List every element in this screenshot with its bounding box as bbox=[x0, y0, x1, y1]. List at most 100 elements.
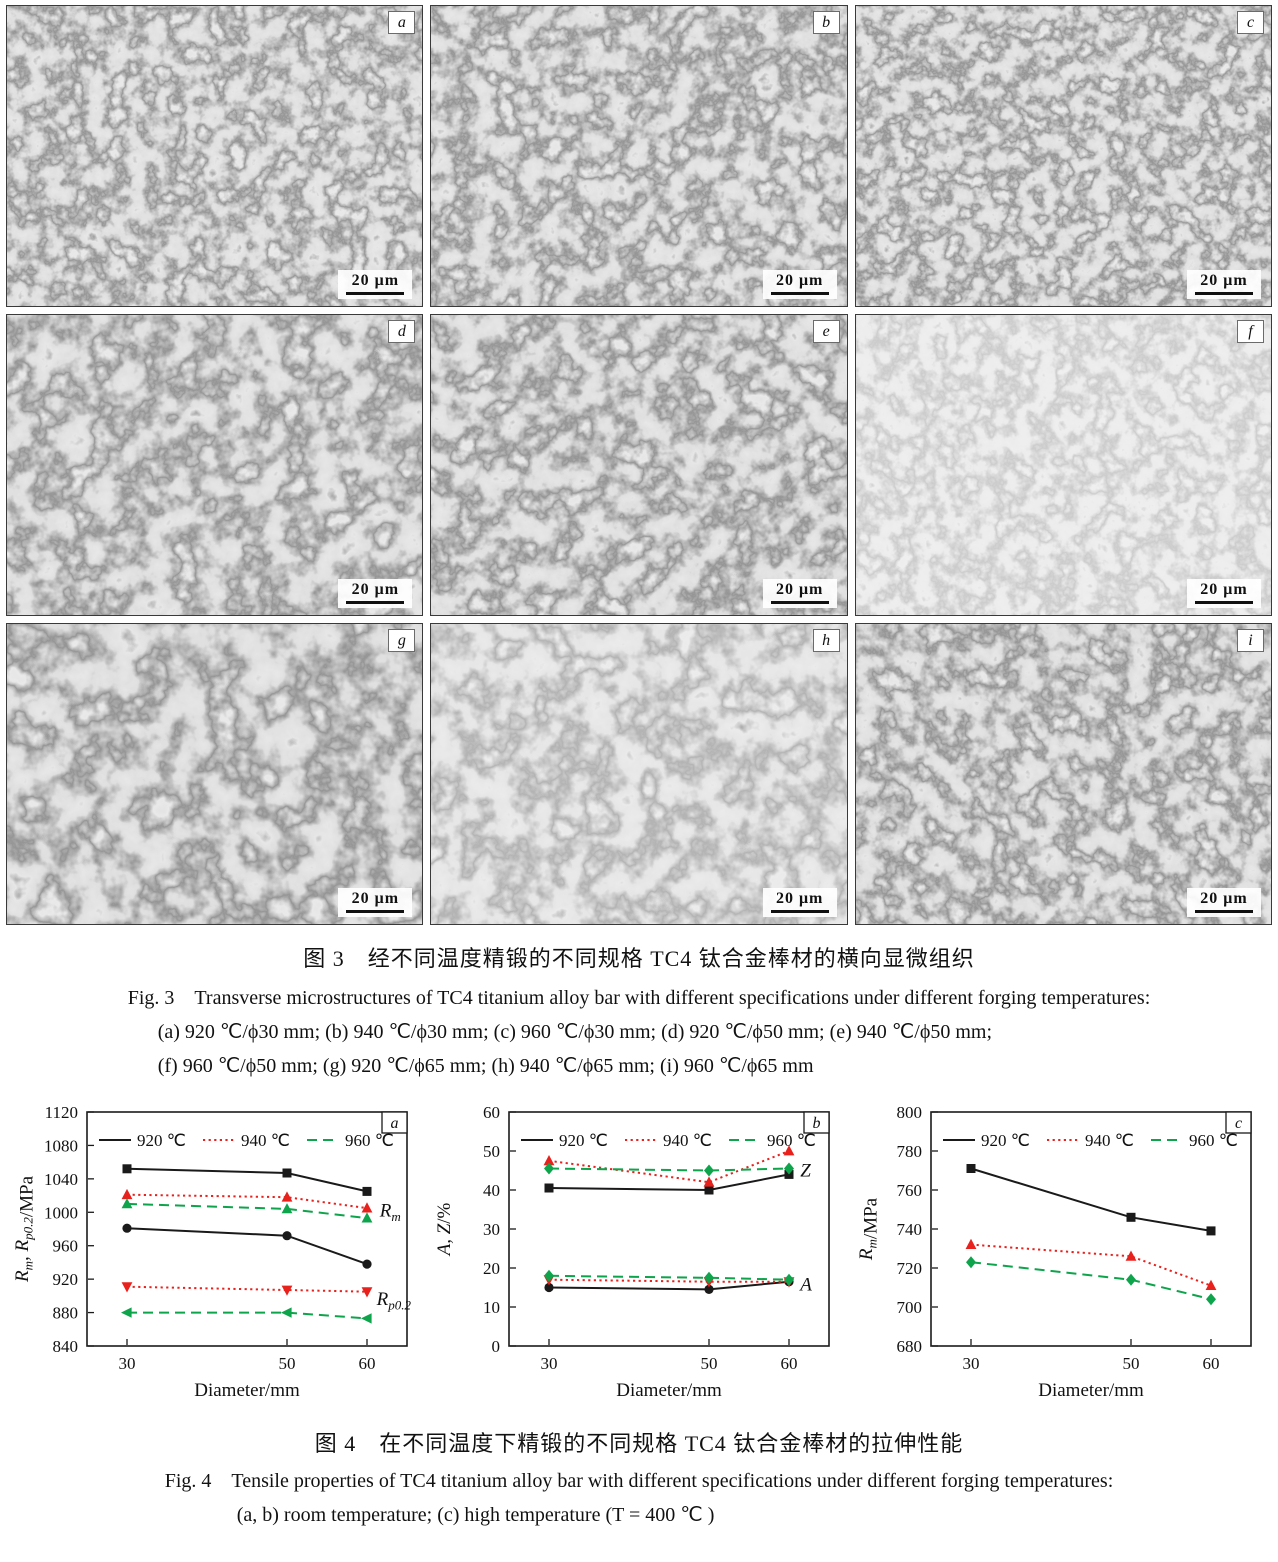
micrograph-image bbox=[7, 315, 423, 615]
chart-b: 0 10 20 30 40 50 60 30 50 60 Diameter/mm A, Z/% 920 … bbox=[433, 1104, 845, 1408]
scalebar-label: 20 μm bbox=[1200, 271, 1248, 289]
micrograph-scalebar: 20 μm bbox=[1187, 887, 1261, 917]
scalebar-label: 20 μm bbox=[351, 889, 400, 907]
marker-triangle-down bbox=[121, 1282, 133, 1293]
marker-triangle-up bbox=[543, 1155, 555, 1166]
marker-square bbox=[1206, 1226, 1216, 1236]
legend-label: 920 ℃ bbox=[981, 1131, 1030, 1150]
micrograph-image bbox=[431, 624, 847, 924]
scalebar-label: 20 μm bbox=[1200, 889, 1248, 907]
y-tick-label: 60 bbox=[483, 1104, 500, 1122]
chart-c: 680 700 720 740 760 780 800 30 50 60 Diameter/mm Rm… bbox=[855, 1104, 1267, 1408]
marker-triangle-up bbox=[281, 1203, 293, 1214]
figure4-caption-zh: 图 4 在不同温度下精锻的不同规格 TC4 钛合金棒材的拉伸性能 bbox=[314, 1431, 964, 1456]
y-axis-label: Rm/MPa bbox=[856, 1197, 882, 1261]
micrograph-panel-letter: f bbox=[1237, 320, 1264, 343]
y-tick-label: 10 bbox=[483, 1298, 500, 1317]
legend-label: 920 ℃ bbox=[559, 1131, 608, 1150]
marker-triangle-down bbox=[281, 1285, 293, 1296]
x-tick-label: 60 bbox=[359, 1354, 376, 1373]
micrograph-image bbox=[7, 6, 423, 306]
panel-letter: b bbox=[813, 1115, 821, 1132]
x-tick-label: 60 bbox=[1203, 1354, 1220, 1373]
series-annotation: A bbox=[798, 1274, 812, 1295]
scalebar-label: 20 μm bbox=[351, 580, 400, 598]
micrograph-scalebar: 20 μm bbox=[338, 269, 413, 299]
scalebar-line bbox=[1195, 291, 1253, 295]
scalebar-line bbox=[770, 909, 829, 913]
x-tick-label: 30 bbox=[541, 1354, 558, 1373]
micrograph-image bbox=[431, 6, 847, 306]
y-tick-label: 740 bbox=[897, 1220, 923, 1239]
micrograph-scalebar: 20 μm bbox=[762, 269, 837, 299]
micrograph-panel-letter: g bbox=[388, 629, 416, 652]
figure3-caption-items-2: (f) 960 ℃/ϕ50 mm; (g) 920 ℃/ϕ65 mm; (h) … bbox=[157, 1055, 814, 1077]
figure4-caption-block: Fig. 4 Tensile properties of TC4 titaniu… bbox=[165, 1469, 1114, 1527]
scalebar-label: 20 μm bbox=[351, 271, 400, 289]
series-line bbox=[548, 1278, 789, 1283]
y-tick-label: 960 bbox=[53, 1237, 79, 1256]
marker-circle bbox=[122, 1223, 132, 1233]
micrograph-scalebar: 20 μm bbox=[1187, 578, 1261, 608]
marker-triangle-up bbox=[361, 1202, 373, 1213]
y-tick-label: 800 bbox=[897, 1104, 923, 1122]
legend-label: 940 ℃ bbox=[663, 1131, 712, 1150]
figure3-micrograph-grid: a 20 μm b 20 μ bbox=[6, 5, 1272, 925]
y-tick-label: 1040 bbox=[44, 1170, 78, 1189]
marker-triangle-up bbox=[965, 1238, 977, 1249]
scalebar-label: 20 μm bbox=[775, 580, 824, 598]
marker-circle bbox=[704, 1284, 714, 1294]
marker-square bbox=[1126, 1212, 1136, 1222]
micrograph-image bbox=[431, 315, 847, 615]
figure3-caption: 图 3 经不同温度精锻的不同规格 TC4 钛合金棒材的横向显微组织 Fig. 3… bbox=[0, 945, 1278, 1078]
y-tick-label: 920 bbox=[53, 1270, 79, 1289]
scalebar-label: 20 μm bbox=[775, 271, 824, 289]
panel-letter: c bbox=[1235, 1115, 1242, 1132]
micrograph-image bbox=[855, 624, 1271, 924]
marker-diamond bbox=[966, 1256, 976, 1269]
y-tick-label: 1080 bbox=[44, 1136, 78, 1155]
y-axis-label: Rm, Rp0.2/MPa bbox=[12, 1175, 38, 1283]
marker-triangle-up bbox=[1205, 1279, 1217, 1290]
x-tick-label: 50 bbox=[279, 1354, 296, 1373]
plot-frame bbox=[508, 1111, 830, 1347]
legend-label: 960 ℃ bbox=[767, 1131, 816, 1150]
y-tick-label: 680 bbox=[897, 1337, 923, 1356]
figure4-charts-row: 840 880 920 960 1000 1040 1080 1120 30 50 60 Diamet… bbox=[0, 1104, 1278, 1408]
y-tick-label: 880 bbox=[53, 1304, 79, 1323]
panel-letter: a bbox=[391, 1115, 399, 1132]
series-annotation: Rp0.2 bbox=[376, 1289, 412, 1313]
figure3-caption-block: Fig. 3 Transverse microstructures of TC4… bbox=[128, 986, 1151, 1078]
y-tick-label: 700 bbox=[897, 1298, 923, 1317]
y-tick-label: 20 bbox=[483, 1259, 500, 1278]
marker-square bbox=[282, 1168, 292, 1178]
y-tick-label: 50 bbox=[483, 1142, 500, 1161]
x-axis-label: Diameter/mm bbox=[616, 1380, 722, 1401]
y-tick-label: 720 bbox=[897, 1259, 923, 1278]
marker-diamond bbox=[1206, 1293, 1216, 1306]
micrograph-panel-e: e 20 μm bbox=[430, 314, 848, 616]
panel-letter-box bbox=[803, 1111, 830, 1134]
marker-square bbox=[966, 1164, 976, 1173]
micrograph-scalebar: 20 μm bbox=[338, 887, 413, 917]
micrograph-image bbox=[855, 315, 1271, 615]
marker-diamond bbox=[544, 1162, 554, 1175]
marker-diamond bbox=[704, 1271, 714, 1284]
series-line bbox=[126, 1193, 368, 1210]
y-tick-label: 840 bbox=[53, 1337, 79, 1356]
x-tick-label: 50 bbox=[1123, 1354, 1140, 1373]
micrograph-panel-g: g 20 μm bbox=[6, 623, 424, 925]
chart-a: 840 880 920 960 1000 1040 1080 1120 30 50 60 Diamet… bbox=[11, 1104, 423, 1408]
marker-triangle-up bbox=[783, 1145, 795, 1156]
marker-square bbox=[122, 1164, 132, 1174]
micrograph-panel-d: d 20 μm bbox=[6, 314, 424, 616]
micrograph-panel-i: i 20 μm bbox=[854, 623, 1272, 925]
micrograph-panel-letter: b bbox=[812, 11, 840, 34]
x-tick-label: 60 bbox=[781, 1354, 798, 1373]
marker-diamond bbox=[1126, 1273, 1136, 1286]
marker-diamond bbox=[784, 1273, 794, 1286]
marker-triangle-left bbox=[121, 1307, 132, 1318]
y-axis-label: A, Z/% bbox=[434, 1202, 455, 1257]
figure4-caption-items: (a, b) room temperature; (c) high temper… bbox=[236, 1504, 715, 1526]
